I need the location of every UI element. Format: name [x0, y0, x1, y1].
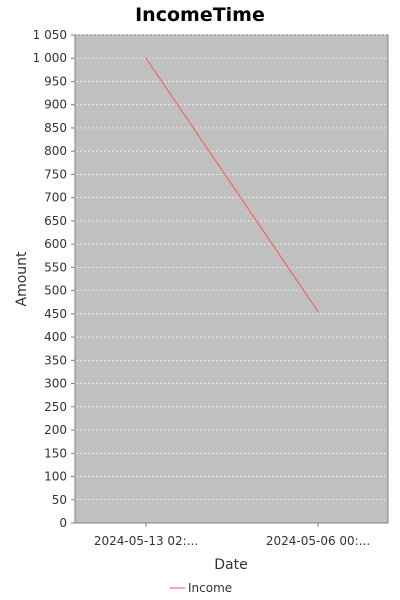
- y-tick-label: 100: [44, 470, 67, 484]
- data-point: [317, 310, 319, 313]
- legend-label-income: Income: [188, 581, 232, 595]
- plot-area: [74, 34, 389, 524]
- series-layer: [145, 57, 319, 313]
- y-tick-label: 700: [44, 191, 67, 205]
- y-tick-label: 350: [44, 353, 67, 367]
- y-tick-label: 550: [44, 260, 67, 274]
- x-tick-label: 2024-05-13 02:...: [94, 534, 198, 548]
- chart-title: IncomeTime: [135, 4, 265, 26]
- y-axis-label: Amount: [14, 251, 30, 307]
- y-tick-label: 750: [44, 167, 67, 181]
- x-axis: 2024-05-13 02:... 2024-05-06 00:...: [94, 523, 370, 548]
- y-tick-label: 300: [44, 377, 67, 391]
- y-tick-label: 500: [44, 284, 67, 298]
- x-axis-label: Date: [214, 557, 247, 573]
- y-tick-label: 0: [59, 516, 67, 530]
- y-tick-label: 900: [44, 98, 67, 112]
- y-tick-label: 150: [44, 446, 67, 460]
- y-tick-label: 50: [52, 493, 67, 507]
- x-tick-label: 2024-05-06 00:...: [266, 534, 370, 548]
- y-tick-label: 450: [44, 307, 67, 321]
- legend: Income: [170, 581, 232, 595]
- series-line-income: [145, 57, 319, 312]
- y-tick-label: 400: [44, 330, 67, 344]
- y-tick-label: 800: [44, 144, 67, 158]
- y-tick-label: 950: [44, 74, 67, 88]
- y-tick-label: 1 050: [33, 28, 67, 42]
- y-tick-label: 600: [44, 237, 67, 251]
- y-tick-label: 200: [44, 423, 67, 437]
- y-tick-label: 250: [44, 400, 67, 414]
- y-tick-label: 850: [44, 121, 67, 135]
- y-tick-label: 1 000: [33, 51, 67, 65]
- y-tick-label: 650: [44, 214, 67, 228]
- y-axis: 0 50 100 150 200 250 300 350 400 450 500 550 600 650 7…: [33, 28, 75, 530]
- data-point: [145, 57, 147, 59]
